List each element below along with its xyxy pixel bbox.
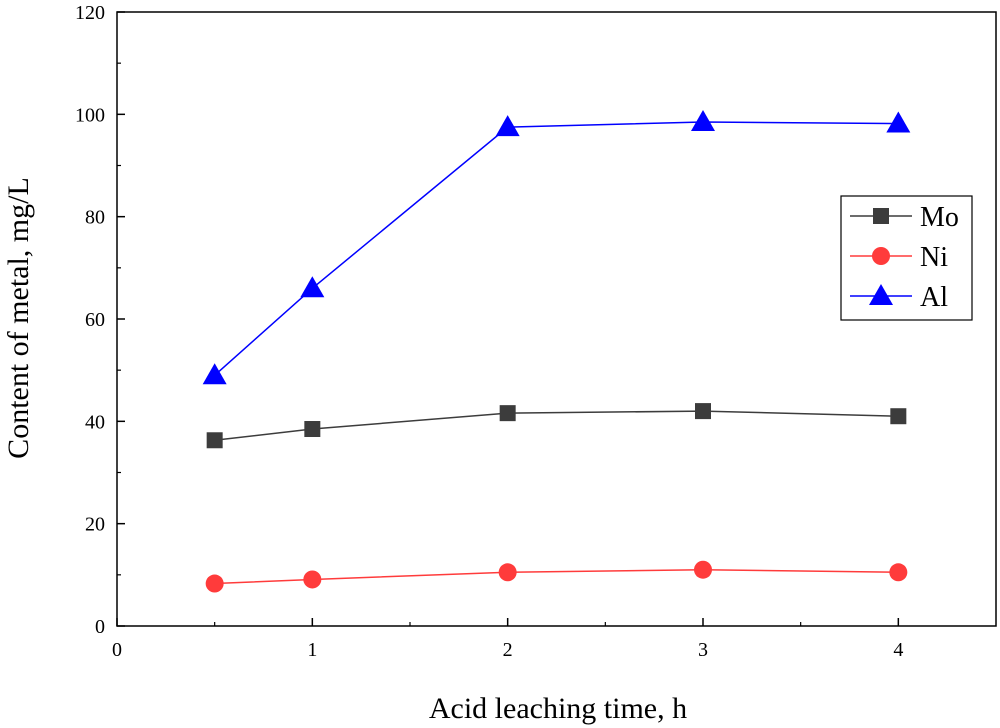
data-point-ni xyxy=(205,574,224,593)
y-tick-label: 20 xyxy=(85,514,105,536)
y-tick-label: 100 xyxy=(75,104,105,126)
data-point-ni xyxy=(303,570,322,589)
x-tick-label: 4 xyxy=(893,639,903,661)
data-point-al xyxy=(495,115,520,137)
legend: Mo Ni Al xyxy=(840,195,973,321)
data-point-ni xyxy=(889,563,908,582)
data-point-mo xyxy=(304,421,321,438)
y-axis: 0 20 40 60 80 100 120 xyxy=(75,2,125,638)
legend-marker-al xyxy=(869,284,893,305)
series-al xyxy=(202,110,911,385)
legend-marker-mo xyxy=(873,208,889,224)
data-point-al xyxy=(691,110,715,132)
x-tick-label: 0 xyxy=(112,639,122,661)
y-tick-label: 80 xyxy=(85,207,105,229)
x-tick-label: 2 xyxy=(503,639,513,661)
y-tick-label: 60 xyxy=(85,309,105,331)
y-tick-label: 40 xyxy=(85,411,105,433)
legend-label-mo: Mo xyxy=(920,202,959,233)
data-point-al xyxy=(886,111,911,133)
x-tick-label: 3 xyxy=(698,639,708,661)
data-point-mo xyxy=(890,408,907,425)
series-ni xyxy=(205,560,908,593)
data-point-mo xyxy=(499,405,516,422)
series-mo xyxy=(206,403,907,449)
series-layer xyxy=(202,110,911,593)
data-point-mo xyxy=(206,432,223,449)
legend-label-al: Al xyxy=(920,282,948,313)
legend-label-ni: Ni xyxy=(920,242,948,273)
x-axis-title: Acid leaching time, h xyxy=(429,692,687,725)
data-point-ni xyxy=(498,563,517,582)
y-tick-label: 0 xyxy=(95,616,105,638)
x-axis: 0 1 2 3 4 xyxy=(112,618,903,661)
data-point-mo xyxy=(695,403,711,420)
y-axis-title: Content of metal, mg/L xyxy=(2,177,35,459)
data-point-ni xyxy=(694,560,712,579)
x-tick-label: 1 xyxy=(307,639,317,661)
series-line-al xyxy=(214,121,899,376)
legend-marker-ni xyxy=(872,247,890,265)
data-point-al xyxy=(202,363,227,385)
y-tick-label: 120 xyxy=(75,2,105,24)
data-point-al xyxy=(300,276,325,298)
